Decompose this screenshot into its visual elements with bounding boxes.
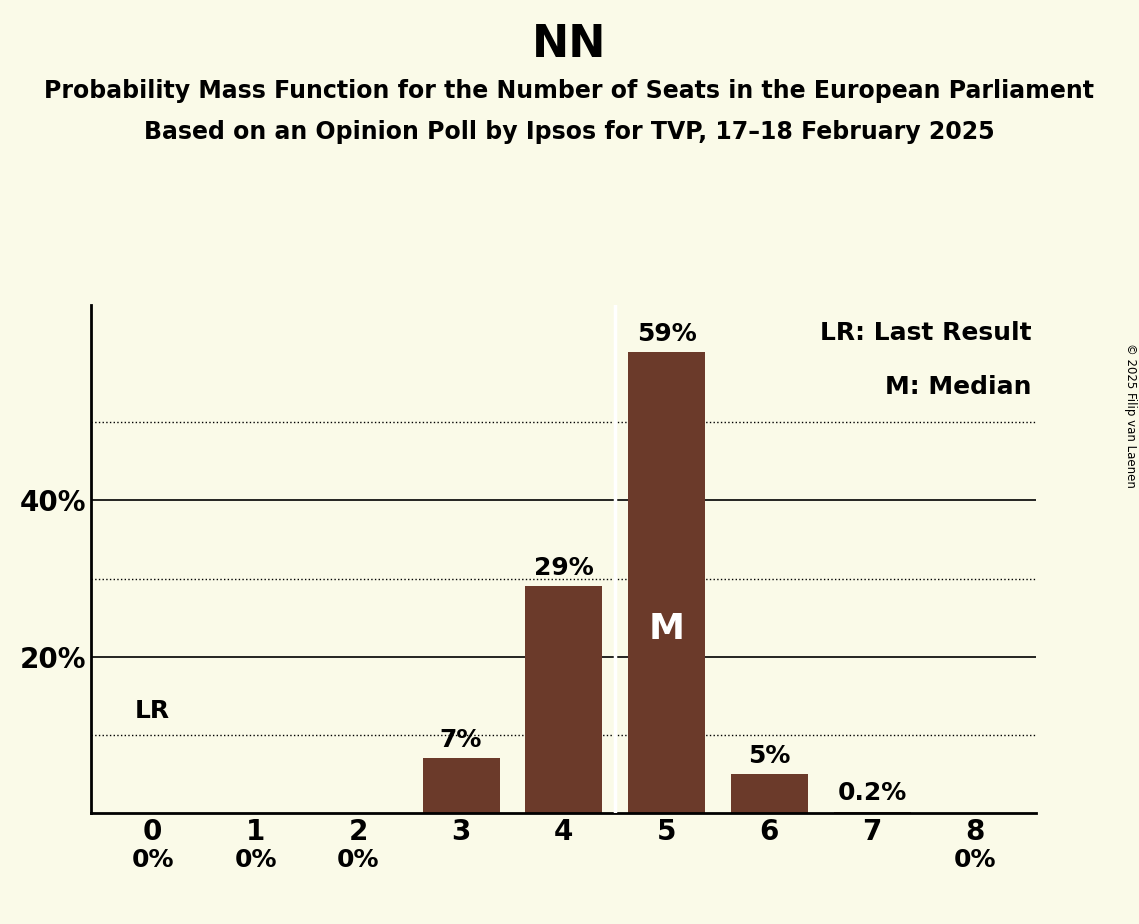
Bar (834, 811, 910, 813)
Text: Based on an Opinion Poll by Ipsos for TVP, 17–18 February 2025: Based on an Opinion Poll by Ipsos for TV… (145, 120, 994, 144)
Bar (731, 774, 808, 813)
Bar (423, 759, 500, 813)
Text: NN: NN (532, 23, 607, 67)
Text: 0%: 0% (337, 848, 379, 872)
Text: 29%: 29% (534, 556, 593, 580)
Text: Probability Mass Function for the Number of Seats in the European Parliament: Probability Mass Function for the Number… (44, 79, 1095, 103)
Text: LR: LR (136, 699, 171, 723)
Text: 0.2%: 0.2% (837, 782, 907, 806)
Text: 5%: 5% (748, 744, 790, 768)
Text: 0%: 0% (235, 848, 277, 872)
Text: © 2025 Filip van Laenen: © 2025 Filip van Laenen (1124, 344, 1137, 488)
Text: M: M (648, 612, 685, 646)
Text: 59%: 59% (637, 322, 696, 346)
Text: 7%: 7% (440, 728, 482, 752)
Text: LR: Last Result: LR: Last Result (820, 321, 1031, 345)
Bar (628, 352, 705, 813)
Text: 0%: 0% (131, 848, 174, 872)
Text: 0%: 0% (953, 848, 997, 872)
Text: M: Median: M: Median (885, 375, 1031, 399)
Bar (525, 587, 603, 813)
